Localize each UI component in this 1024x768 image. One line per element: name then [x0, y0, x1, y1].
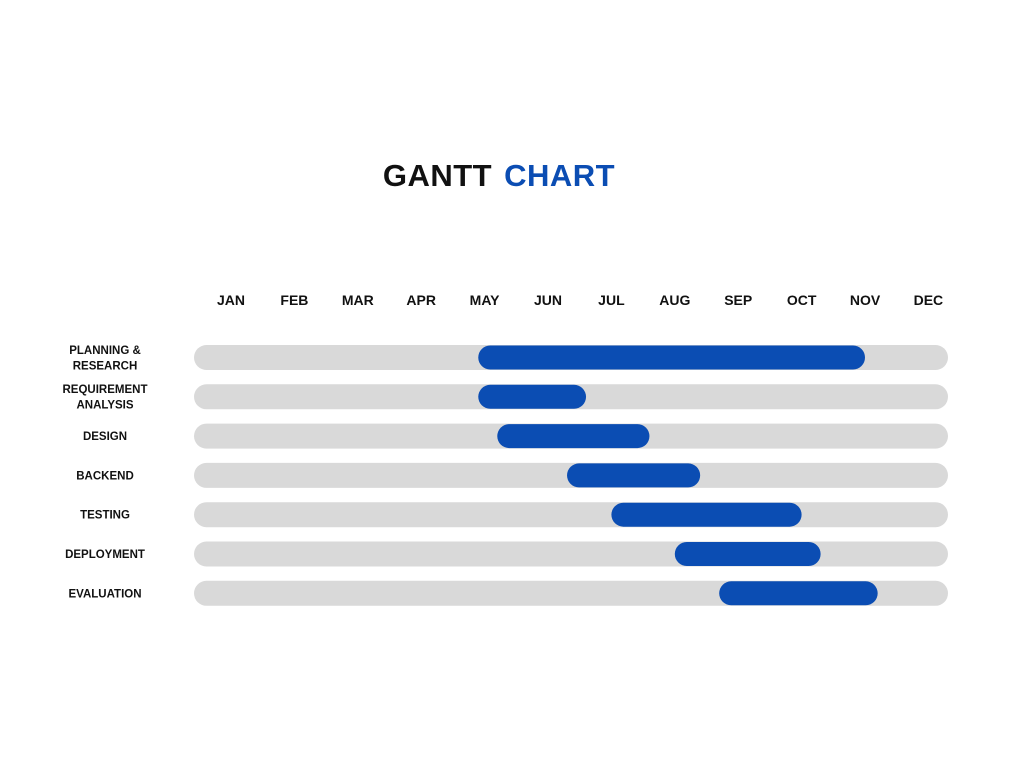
task-bar-backend: [567, 463, 701, 488]
task-bar-deployment: [674, 542, 821, 566]
task-label-evaluation: EVALUATION: [68, 588, 141, 600]
month-label-apr: APR: [406, 292, 436, 308]
month-label-may: MAY: [470, 292, 500, 308]
chart-title-part-1: GANTT: [382, 158, 493, 193]
task-label-deployment: DEPLOYMENT: [65, 549, 145, 561]
month-label-nov: NOV: [850, 292, 881, 308]
task-bar-design: [497, 424, 650, 449]
chart-title-part-2: CHART: [504, 158, 616, 193]
task-bar-evaluation: [719, 581, 878, 606]
month-label-feb: FEB: [280, 292, 308, 308]
track-deployment: [194, 541, 948, 567]
task-bar-planning-research: [478, 345, 865, 370]
month-label-jul: JUL: [598, 292, 625, 308]
month-label-aug: AUG: [659, 292, 690, 308]
month-label-dec: DEC: [914, 292, 944, 308]
chart-title: GANTT CHART: [0, 158, 998, 194]
month-label-oct: OCT: [787, 292, 817, 308]
task-bar-testing: [611, 502, 802, 527]
month-label-jan: JAN: [217, 292, 245, 308]
task-label-testing: TESTING: [80, 510, 130, 522]
task-label-requirement-analysis: REQUIREMENT ANALYSIS: [63, 384, 148, 412]
task-label-design: DESIGN: [83, 431, 127, 443]
task-bar-requirement-analysis: [478, 384, 587, 409]
track-testing: [194, 502, 948, 528]
month-label-jun: JUN: [534, 292, 562, 308]
task-label-backend: BACKEND: [76, 470, 134, 482]
task-label-planning-research: PLANNING & RESEARCH: [69, 345, 141, 373]
month-label-mar: MAR: [342, 292, 374, 308]
month-label-sep: SEP: [724, 292, 752, 308]
